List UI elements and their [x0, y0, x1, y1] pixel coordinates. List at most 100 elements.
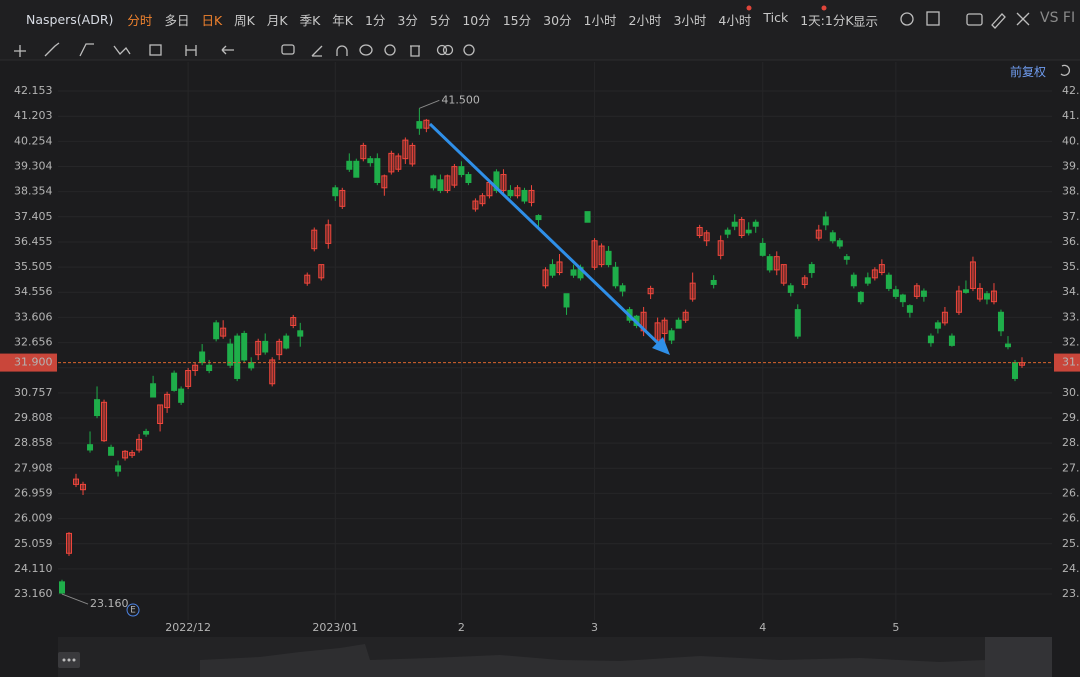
line-tool[interactable]	[44, 42, 60, 57]
wave-tool[interactable]	[113, 45, 131, 55]
lock-tool[interactable]	[359, 44, 373, 56]
fib-tool[interactable]	[149, 44, 162, 56]
measure-tool[interactable]	[185, 45, 197, 56]
y-tick-label: 34.556	[14, 285, 53, 298]
hide-tool[interactable]	[384, 44, 396, 56]
delete-tool[interactable]	[410, 45, 420, 57]
notice-dot	[746, 5, 752, 11]
y-tick-label-right: 38.354	[1062, 185, 1080, 198]
camera-icon[interactable]	[966, 13, 983, 26]
handle-dot	[72, 658, 76, 662]
layer-tool[interactable]	[436, 44, 448, 56]
period-tab[interactable]: Tick	[763, 9, 789, 25]
period-tab[interactable]: 多日	[164, 12, 190, 28]
reset-icon[interactable]	[1060, 64, 1071, 77]
high-marker-line	[419, 99, 440, 109]
candle-body	[563, 293, 570, 308]
candle-body	[976, 287, 983, 300]
arrow-head[interactable]	[652, 337, 670, 355]
pen-icon[interactable]	[991, 13, 1006, 29]
arrow-line[interactable]	[428, 122, 662, 347]
display-menu[interactable]: 显示	[853, 14, 879, 29]
candle-body	[374, 158, 381, 183]
candle-body	[920, 290, 927, 297]
last-price-tag-right	[1054, 353, 1080, 372]
candle-body	[528, 189, 535, 203]
candle-body	[108, 446, 115, 456]
compare-button[interactable]: VS FI	[1040, 10, 1076, 26]
candle-body	[171, 372, 178, 391]
period-tab[interactable]: 1小时	[583, 12, 617, 28]
arrow-tool[interactable]	[221, 45, 234, 55]
candle-body	[395, 155, 402, 170]
period-tab[interactable]: 年K	[332, 12, 353, 28]
period-tab[interactable]: 季K	[299, 12, 321, 28]
candle-body	[801, 277, 808, 285]
y-tick-label-right: 26.009	[1062, 512, 1080, 525]
toolbar-bg	[0, 0, 1080, 38]
ray-tool[interactable]	[79, 43, 94, 57]
candle-body	[227, 343, 234, 366]
candle-body	[87, 444, 94, 451]
candle-body	[507, 189, 514, 197]
candle-body	[430, 175, 437, 189]
settings-icon[interactable]	[900, 12, 914, 26]
angle-tool[interactable]	[311, 45, 323, 57]
period-tab[interactable]: 15分	[502, 12, 532, 28]
period-tab[interactable]: 周K	[234, 12, 255, 28]
period-tab[interactable]: 月K	[266, 12, 288, 28]
move-tool[interactable]	[14, 45, 26, 57]
period-tab[interactable]: 5分	[429, 12, 451, 28]
period-tab[interactable]: 1分	[364, 12, 386, 28]
candle-body	[416, 121, 423, 129]
candle-body	[899, 294, 906, 303]
candle-body	[829, 232, 836, 242]
plot-bg	[58, 62, 1052, 620]
candle-body	[402, 139, 409, 160]
trend-arrow[interactable]	[428, 122, 670, 355]
candle-body	[843, 256, 850, 260]
y-tick-label: 36.455	[14, 235, 53, 248]
period-tab[interactable]: 分时	[127, 12, 153, 28]
y-tick-label-right: 25.059	[1062, 537, 1080, 550]
low-marker-line	[61, 593, 89, 605]
candle-body	[612, 266, 619, 287]
period-tab[interactable]: 10分	[462, 12, 491, 28]
adjust-mode[interactable]: 前复权	[1010, 65, 1047, 79]
period-tab[interactable]: 1天:1分K	[800, 12, 854, 28]
toolbar-icons[interactable]	[900, 11, 1071, 77]
candle-body	[1011, 362, 1018, 379]
period-tab[interactable]: 2小时	[628, 12, 662, 28]
period-tab[interactable]: 3小时	[673, 12, 707, 28]
layer-tool[interactable]	[442, 44, 454, 56]
y-tick-label-right: 23.160	[1062, 587, 1080, 600]
candle-body	[136, 438, 143, 451]
candle-body	[500, 174, 507, 191]
candle-body	[885, 274, 892, 289]
y-tick-label-right: 34.556	[1062, 285, 1080, 298]
candle-body	[346, 160, 353, 170]
candle-body	[332, 187, 339, 197]
candle-body	[731, 221, 738, 227]
toolbar: Naspers(ADR) 分时 多日 日K 周K 月K 季K 年K 1分 3分 5分 10分 15分 3…	[0, 0, 1080, 38]
candle-body	[892, 289, 899, 297]
drawing-tools[interactable]	[14, 42, 475, 57]
y-tick-label-right: 32.656	[1062, 336, 1080, 349]
handle-dot	[67, 658, 71, 662]
magnet-tool[interactable]	[336, 45, 348, 56]
layout-icon[interactable]	[926, 11, 940, 26]
fullscreen-icon[interactable]	[1016, 12, 1030, 26]
period-tab[interactable]: 30分	[543, 12, 572, 28]
navigator-window[interactable]	[985, 637, 1052, 677]
candle-body	[451, 166, 458, 186]
candle-body	[199, 351, 206, 364]
candle-body	[871, 269, 878, 279]
symbol[interactable]: Naspers(ADR)	[26, 11, 114, 27]
period-tab[interactable]: 3分	[397, 12, 418, 28]
candle-body	[304, 274, 311, 284]
candle-body	[990, 290, 997, 303]
note-tool[interactable]	[281, 44, 295, 55]
period-tab[interactable]: 日K	[201, 12, 223, 28]
period-tab[interactable]: 4小时	[718, 12, 752, 28]
settings-tool[interactable]	[463, 44, 475, 56]
